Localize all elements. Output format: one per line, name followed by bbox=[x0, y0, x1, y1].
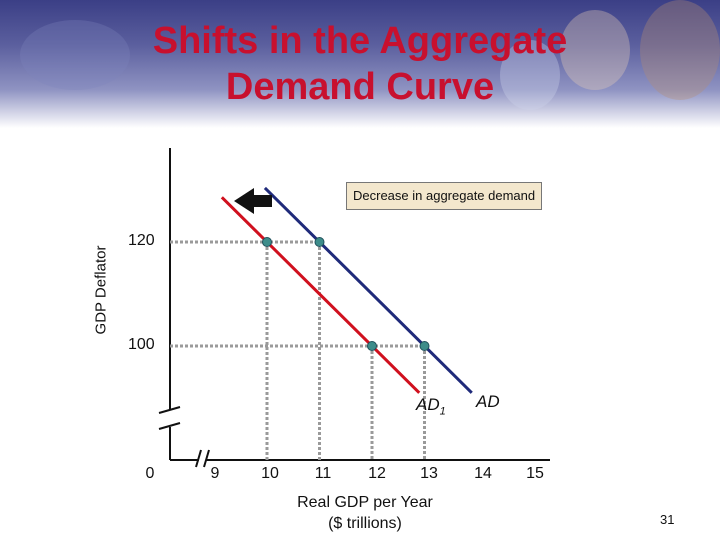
page-number: 31 bbox=[660, 512, 675, 527]
x-tick-label: 14 bbox=[474, 465, 492, 482]
data-point bbox=[314, 237, 325, 247]
title-line-2: Demand Curve bbox=[225, 66, 495, 108]
banner-photo-figure bbox=[20, 20, 130, 90]
x-tick-label: 12 bbox=[368, 465, 386, 482]
x-axis-break-mark bbox=[203, 449, 210, 468]
x-axis-label: Real GDP per Year ($ trillions) bbox=[270, 492, 460, 534]
banner-photo-figure bbox=[640, 0, 720, 100]
x-tick-label: 11 bbox=[314, 465, 332, 482]
banner-photo-figure bbox=[500, 40, 560, 110]
data-points bbox=[262, 237, 430, 351]
x-tick-label: 0 bbox=[145, 465, 155, 482]
y-tick-label: 100 bbox=[128, 336, 155, 353]
shift-callout: Decrease in aggregate demand bbox=[346, 182, 543, 210]
x-tick-label: 10 bbox=[261, 465, 279, 482]
slide-title: Shifts in the Aggregate Demand Curve bbox=[120, 18, 600, 110]
title-banner bbox=[0, 0, 720, 128]
title-line-1: Shifts in the Aggregate bbox=[152, 20, 568, 62]
x-axis-break-mark bbox=[195, 449, 202, 468]
ad1-label-subscript: 1 bbox=[439, 405, 446, 418]
x-tick-label: 13 bbox=[420, 465, 438, 482]
x-axis-label-line-2: ($ trillions) bbox=[328, 515, 402, 532]
arrow-left-icon bbox=[234, 188, 272, 214]
y-tick-label: 120 bbox=[128, 232, 155, 249]
data-point bbox=[367, 341, 377, 351]
ad1-label-main: AD bbox=[416, 395, 440, 414]
x-tick-label: 9 bbox=[210, 465, 220, 482]
ad-curve-label: AD bbox=[476, 392, 500, 411]
y-axis-label: GDP Deflator bbox=[92, 245, 110, 335]
data-point bbox=[262, 237, 272, 247]
ad-curve bbox=[263, 186, 473, 394]
x-tick-label: 15 bbox=[526, 465, 544, 482]
banner-photo-figure bbox=[560, 10, 630, 90]
y-axis-break-mark bbox=[158, 406, 181, 414]
ad1-curve-label: AD1 bbox=[416, 395, 446, 417]
data-point bbox=[419, 341, 430, 351]
y-axis-break-mark bbox=[158, 422, 181, 430]
demand-curves bbox=[220, 186, 473, 394]
x-axis-label-line-1: Real GDP per Year bbox=[297, 494, 433, 511]
ad1-curve bbox=[220, 196, 421, 394]
guide-lines bbox=[170, 240, 426, 460]
